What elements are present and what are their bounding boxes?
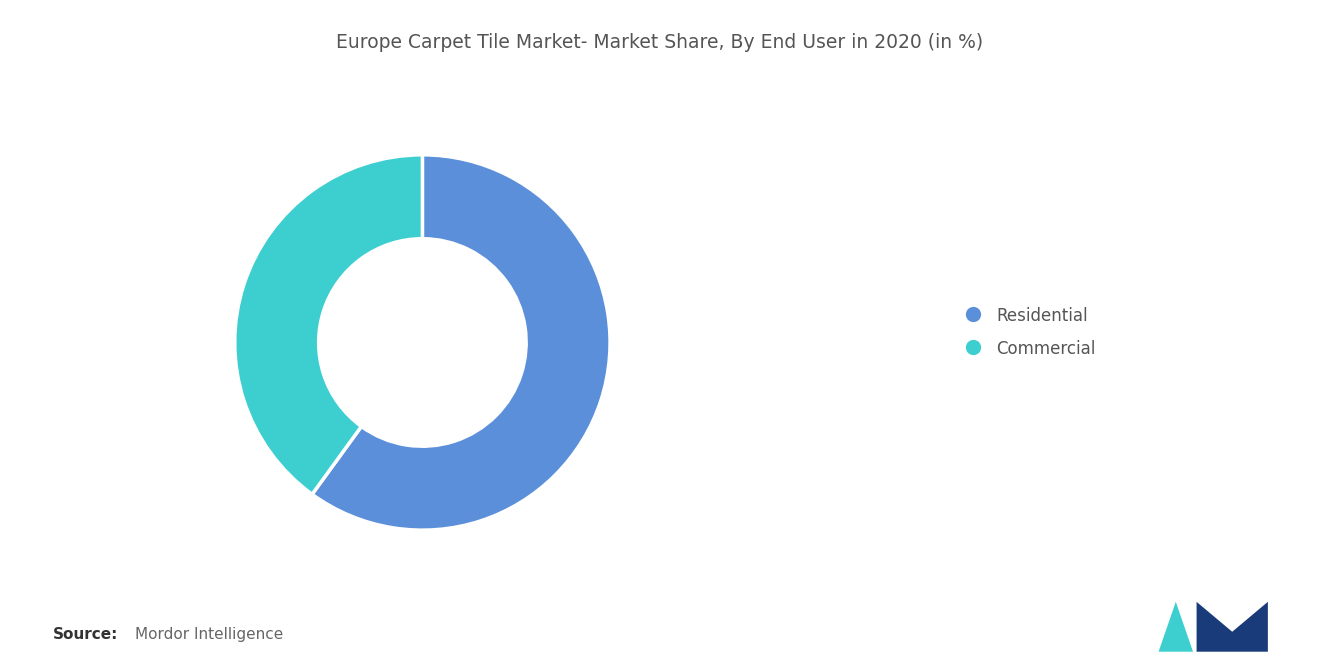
Polygon shape <box>1196 602 1267 652</box>
Text: Mordor Intelligence: Mordor Intelligence <box>135 626 282 642</box>
Text: Europe Carpet Tile Market- Market Share, By End User in 2020 (in %): Europe Carpet Tile Market- Market Share,… <box>337 33 983 53</box>
Wedge shape <box>312 155 610 530</box>
Legend: Residential, Commercial: Residential, Commercial <box>954 299 1105 366</box>
Wedge shape <box>235 155 422 494</box>
Polygon shape <box>1159 602 1193 652</box>
Text: Source:: Source: <box>53 626 119 642</box>
